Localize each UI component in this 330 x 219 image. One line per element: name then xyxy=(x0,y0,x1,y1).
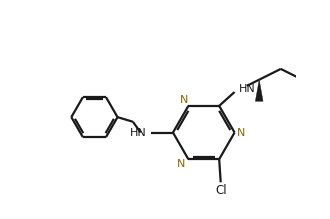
Text: N: N xyxy=(177,159,186,169)
Text: Cl: Cl xyxy=(215,184,226,196)
Polygon shape xyxy=(255,80,263,101)
Text: HN: HN xyxy=(238,84,255,94)
Text: N: N xyxy=(180,95,189,105)
Text: HN: HN xyxy=(130,128,147,138)
Text: N: N xyxy=(237,127,246,138)
